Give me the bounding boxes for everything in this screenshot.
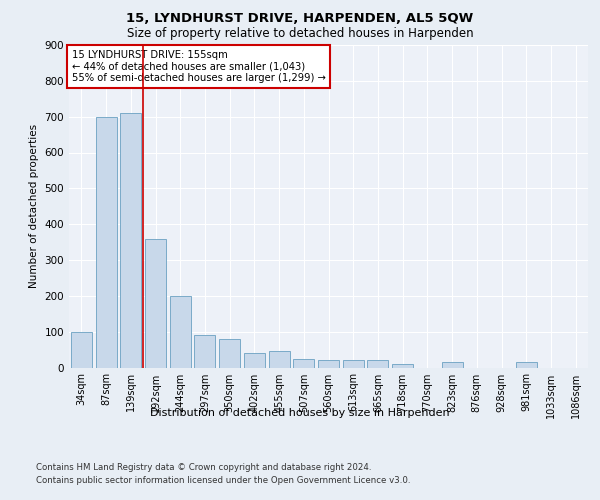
Text: 15 LYNDHURST DRIVE: 155sqm
← 44% of detached houses are smaller (1,043)
55% of s: 15 LYNDHURST DRIVE: 155sqm ← 44% of deta… [71, 50, 325, 83]
Bar [120, 113, 141, 368]
Text: Contains HM Land Registry data © Crown copyright and database right 2024.: Contains HM Land Registry data © Crown c… [36, 462, 371, 471]
Bar [516, 362, 537, 368]
Text: Distribution of detached houses by size in Harpenden: Distribution of detached houses by size … [150, 408, 450, 418]
Bar [293, 358, 314, 368]
Y-axis label: Number of detached properties: Number of detached properties [29, 124, 39, 288]
Bar [219, 339, 240, 368]
Bar [95, 116, 116, 368]
Bar [145, 238, 166, 368]
Bar [269, 352, 290, 368]
Bar [318, 360, 339, 368]
Text: 15, LYNDHURST DRIVE, HARPENDEN, AL5 5QW: 15, LYNDHURST DRIVE, HARPENDEN, AL5 5QW [127, 12, 473, 26]
Text: Size of property relative to detached houses in Harpenden: Size of property relative to detached ho… [127, 28, 473, 40]
Bar [343, 360, 364, 368]
Bar [194, 335, 215, 368]
Bar [71, 332, 92, 368]
Bar [442, 362, 463, 368]
Bar [170, 296, 191, 368]
Bar [367, 360, 388, 368]
Bar [244, 353, 265, 368]
Text: Contains public sector information licensed under the Open Government Licence v3: Contains public sector information licen… [36, 476, 410, 485]
Bar [392, 364, 413, 368]
